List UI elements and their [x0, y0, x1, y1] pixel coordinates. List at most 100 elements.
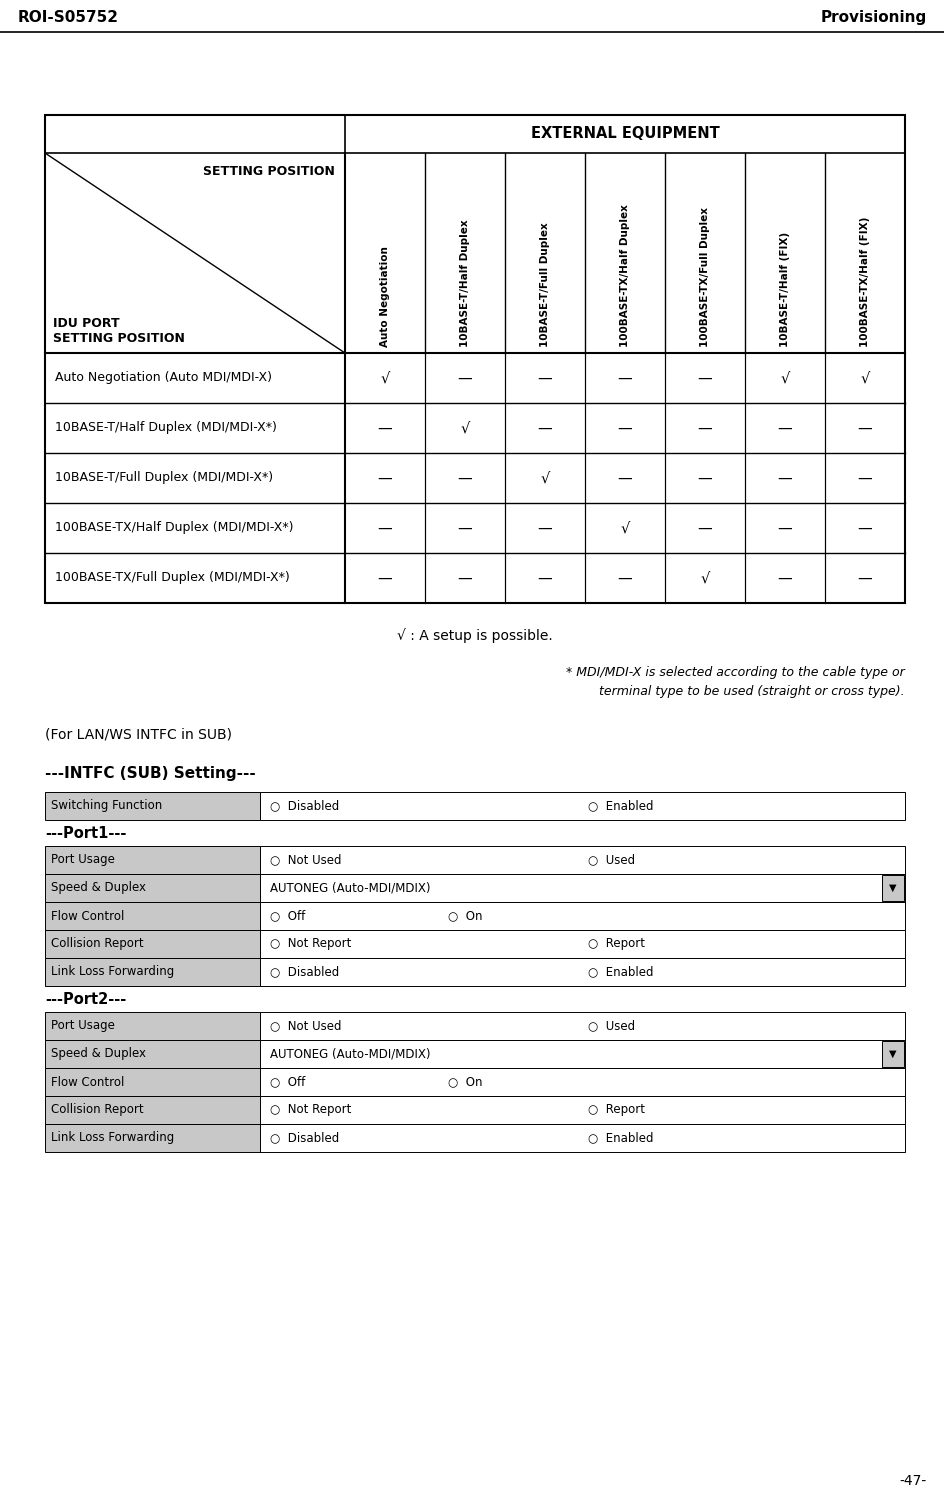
Text: ○  Not Report: ○ Not Report	[270, 938, 351, 950]
Bar	[260, 1012, 904, 1040]
Text: —: —	[617, 470, 632, 485]
Text: Port Usage: Port Usage	[51, 1019, 115, 1033]
Text: Speed & Duplex: Speed & Duplex	[51, 881, 145, 894]
Text: ○  Not Used: ○ Not Used	[270, 854, 341, 867]
Bar	[45, 1012, 260, 1040]
Bar	[260, 1069, 904, 1096]
Text: —: —	[697, 371, 712, 385]
Text: 100BASE-TX/Full Duplex: 100BASE-TX/Full Duplex	[700, 207, 709, 347]
Text: ○  On: ○ On	[447, 909, 481, 923]
Text: ○  Disabled: ○ Disabled	[270, 800, 339, 813]
Text: —: —	[457, 470, 472, 485]
Bar	[45, 875, 260, 902]
Text: —: —	[777, 520, 791, 535]
Text: Auto Negotiation: Auto Negotiation	[379, 246, 390, 347]
Text: ○  Disabled: ○ Disabled	[270, 965, 339, 978]
Text: Link Loss Forwarding: Link Loss Forwarding	[51, 965, 174, 978]
Text: —: —	[537, 571, 552, 586]
Text: √: √	[859, 371, 868, 385]
Text: √: √	[460, 421, 469, 436]
Bar	[260, 930, 904, 957]
Text: —: —	[378, 520, 392, 535]
Text: ○  Report: ○ Report	[587, 1103, 644, 1117]
Text: (For LAN/WS INTFC in SUB): (For LAN/WS INTFC in SUB)	[45, 727, 232, 742]
Text: —: —	[617, 571, 632, 586]
Text: —: —	[457, 520, 472, 535]
Text: √: √	[780, 371, 789, 385]
Bar	[881, 1042, 903, 1067]
Text: —: —	[537, 421, 552, 436]
Text: ▼: ▼	[888, 882, 896, 893]
Bar	[45, 792, 260, 821]
Bar	[260, 1040, 904, 1069]
Text: Provisioning: Provisioning	[820, 11, 926, 26]
Text: Collision Report: Collision Report	[51, 938, 143, 950]
Text: 100BASE-TX/Full Duplex (MDI/MDI-X*): 100BASE-TX/Full Duplex (MDI/MDI-X*)	[55, 571, 290, 585]
Text: EXTERNAL EQUIPMENT: EXTERNAL EQUIPMENT	[531, 126, 718, 141]
Text: —: —	[857, 571, 871, 586]
Text: Switching Function: Switching Function	[51, 800, 162, 813]
Text: AUTONEG (Auto-MDI/MDIX): AUTONEG (Auto-MDI/MDIX)	[270, 1048, 430, 1061]
Text: Auto Negotiation (Auto MDI/MDI-X): Auto Negotiation (Auto MDI/MDI-X)	[55, 371, 272, 385]
Text: IDU PORT
SETTING POSITION: IDU PORT SETTING POSITION	[53, 317, 185, 346]
Text: √: √	[619, 520, 629, 535]
Text: ○  Report: ○ Report	[587, 938, 644, 950]
Text: ○  Used: ○ Used	[587, 1019, 634, 1033]
Bar	[260, 1096, 904, 1124]
Bar	[45, 116, 904, 603]
Text: AUTONEG (Auto-MDI/MDIX): AUTONEG (Auto-MDI/MDIX)	[270, 881, 430, 894]
Text: ▼: ▼	[888, 1049, 896, 1060]
Text: —: —	[857, 470, 871, 485]
Bar	[45, 1069, 260, 1096]
Text: √: √	[379, 371, 389, 385]
Bar	[45, 1096, 260, 1124]
Text: 10BASE-T/Full Duplex: 10BASE-T/Full Duplex	[539, 222, 549, 347]
Text: * MDI/MDI-X is selected according to the cable type or: * MDI/MDI-X is selected according to the…	[565, 666, 904, 679]
Text: terminal type to be used (straight or cross type).: terminal type to be used (straight or cr…	[598, 685, 904, 697]
Bar	[260, 957, 904, 986]
Text: ○  On: ○ On	[447, 1076, 481, 1088]
Text: —: —	[537, 520, 552, 535]
Bar	[260, 902, 904, 930]
Text: —: —	[378, 470, 392, 485]
Text: ○  Enabled: ○ Enabled	[587, 1132, 652, 1144]
Text: 10BASE-T/Full Duplex (MDI/MDI-X*): 10BASE-T/Full Duplex (MDI/MDI-X*)	[55, 472, 273, 484]
Bar	[45, 957, 260, 986]
Bar	[260, 875, 904, 902]
Text: Collision Report: Collision Report	[51, 1103, 143, 1117]
Text: SETTING POSITION: SETTING POSITION	[203, 165, 334, 177]
Text: ---Port1---: ---Port1---	[45, 827, 126, 842]
Text: —: —	[697, 470, 712, 485]
Text: —: —	[857, 520, 871, 535]
Text: ○  Enabled: ○ Enabled	[587, 800, 652, 813]
Text: √: √	[700, 571, 709, 586]
Text: —: —	[537, 371, 552, 385]
Text: —: —	[697, 421, 712, 436]
Bar	[45, 846, 260, 875]
Text: ○  Not Used: ○ Not Used	[270, 1019, 341, 1033]
Text: —: —	[457, 571, 472, 586]
Bar	[260, 846, 904, 875]
Bar	[45, 930, 260, 957]
Text: 100BASE-TX/Half Duplex: 100BASE-TX/Half Duplex	[619, 204, 630, 347]
Text: ○  Off: ○ Off	[270, 1076, 305, 1088]
Text: 10BASE-T/Half Duplex: 10BASE-T/Half Duplex	[460, 219, 469, 347]
Text: —: —	[617, 421, 632, 436]
Text: ○  Disabled: ○ Disabled	[270, 1132, 339, 1144]
Bar	[881, 875, 903, 900]
Text: ○  Used: ○ Used	[587, 854, 634, 867]
Text: Flow Control: Flow Control	[51, 909, 125, 923]
Text: —: —	[857, 421, 871, 436]
Text: —: —	[378, 571, 392, 586]
Text: ---INTFC (SUB) Setting---: ---INTFC (SUB) Setting---	[45, 767, 256, 782]
Text: 100BASE-TX/Half (FIX): 100BASE-TX/Half (FIX)	[859, 216, 869, 347]
Bar	[260, 792, 904, 821]
Text: 10BASE-T/Half Duplex (MDI/MDI-X*): 10BASE-T/Half Duplex (MDI/MDI-X*)	[55, 421, 277, 434]
Text: —: —	[777, 421, 791, 436]
Text: ○  Not Report: ○ Not Report	[270, 1103, 351, 1117]
Text: ---Port2---: ---Port2---	[45, 992, 126, 1007]
Text: —: —	[777, 470, 791, 485]
Text: ○  Enabled: ○ Enabled	[587, 965, 652, 978]
Bar	[45, 1124, 260, 1151]
Bar	[45, 1040, 260, 1069]
